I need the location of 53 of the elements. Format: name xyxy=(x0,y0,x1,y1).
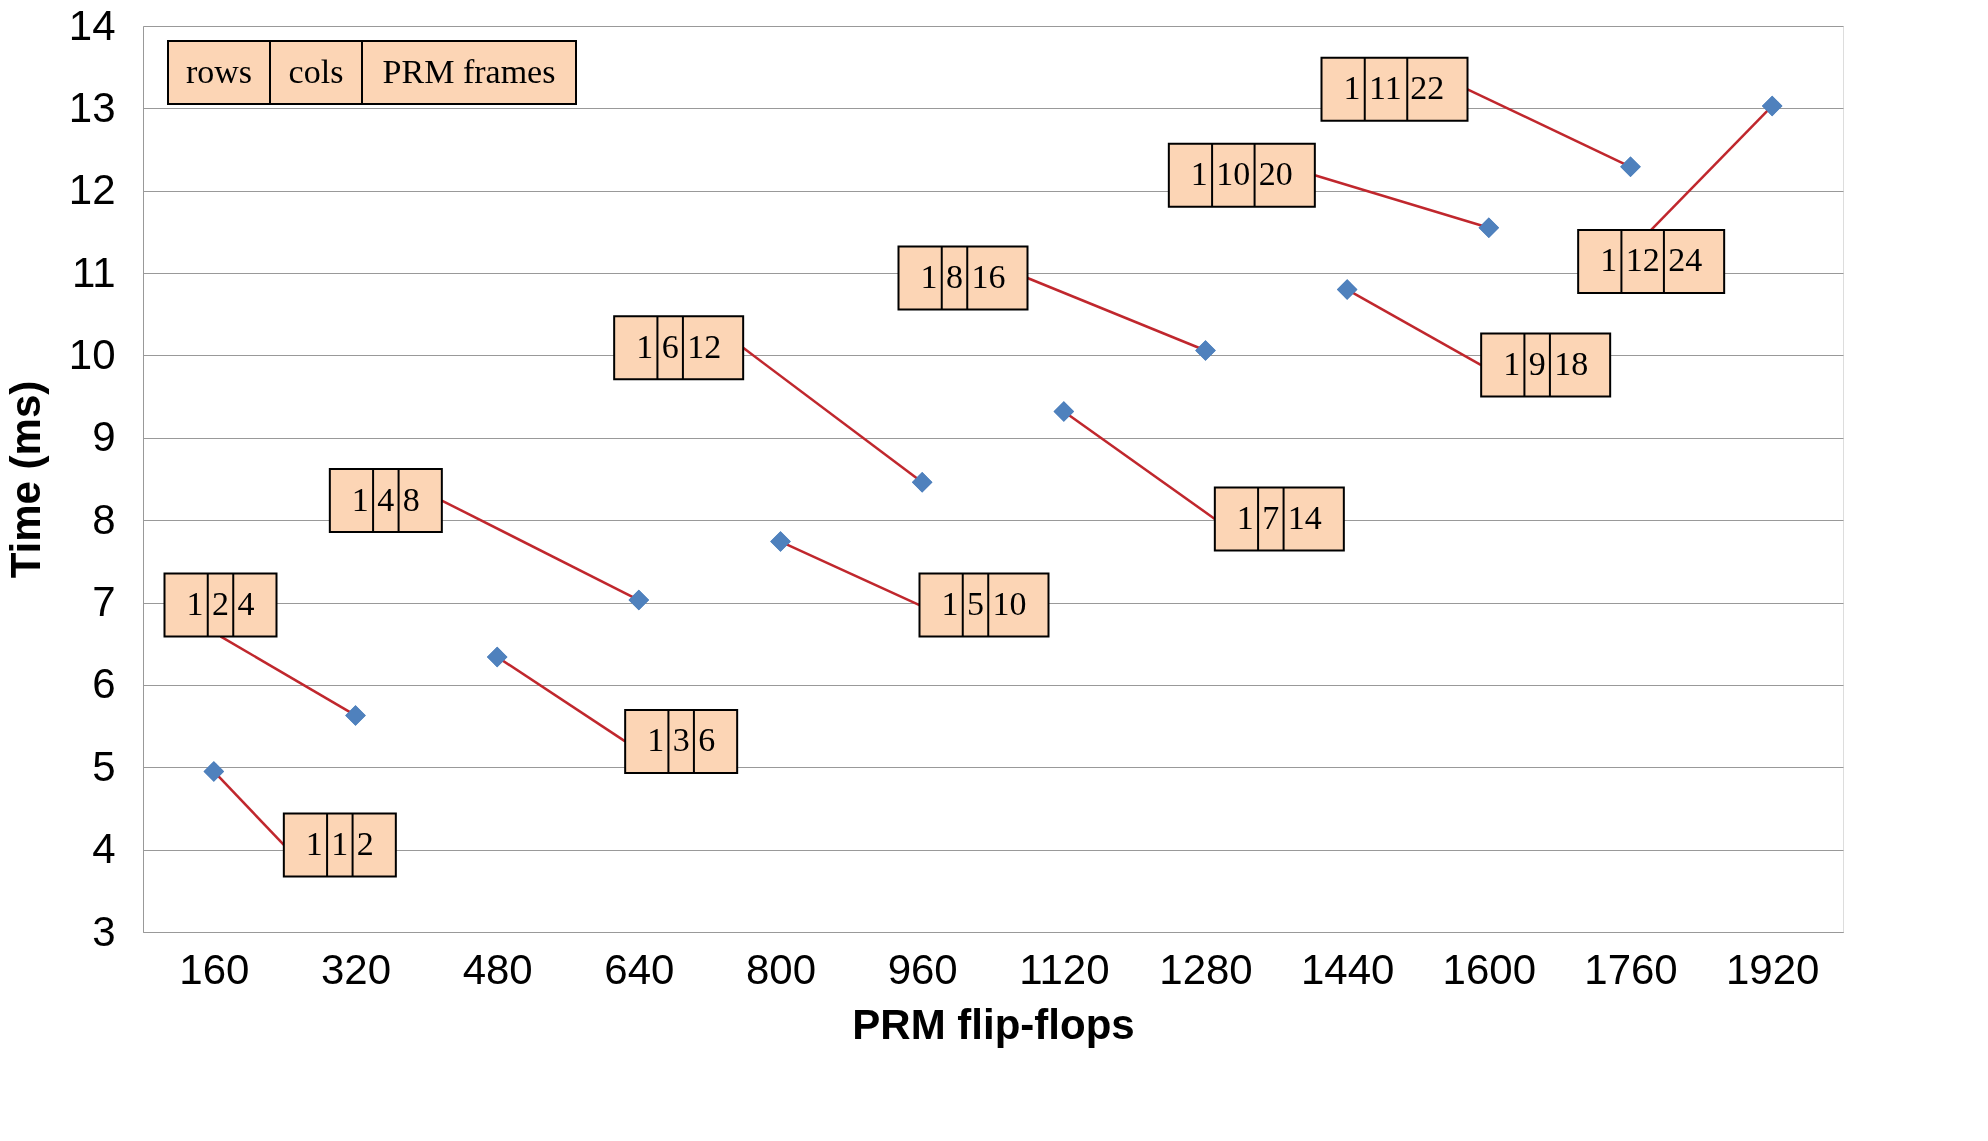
y-tick-label: 14 xyxy=(68,1,116,49)
annotation: 1 4 8 xyxy=(351,480,420,518)
annotation: 1 8 16 xyxy=(920,258,1006,296)
y-tick-label: 3 xyxy=(92,907,116,955)
x-tick-label: 480 xyxy=(462,945,533,993)
point xyxy=(1336,279,1358,300)
x-tick-label: 1120 xyxy=(1019,945,1110,993)
x-tick-label: 640 xyxy=(604,945,675,993)
point xyxy=(1761,95,1783,117)
x-axis-title: PRM flip-flops xyxy=(852,1000,1135,1048)
point xyxy=(1195,340,1216,361)
annotation: 1 12 24 xyxy=(1600,241,1703,279)
x-tick-label: 320 xyxy=(320,945,392,993)
y-tick-label: 7 xyxy=(92,578,116,626)
point xyxy=(203,761,225,782)
x-tick-label: 800 xyxy=(745,945,817,993)
y-tick-label: 13 xyxy=(68,83,116,131)
annotation: 1 9 18 xyxy=(1503,345,1589,383)
x-tick-label: 1760 xyxy=(1584,945,1678,993)
x-tick-label: 1600 xyxy=(1442,945,1537,993)
point xyxy=(628,589,650,611)
y-tick-label: 8 xyxy=(92,495,116,543)
point xyxy=(1620,156,1641,178)
point xyxy=(345,705,366,726)
annotation: 1 5 10 xyxy=(941,585,1027,623)
point xyxy=(770,531,791,552)
y-tick-label: 12 xyxy=(68,166,116,214)
annotation: 1 6 12 xyxy=(636,327,722,365)
annotation: 1 1 2 xyxy=(305,824,374,862)
annotation: 1 10 20 xyxy=(1190,155,1293,193)
annotation: PRM frames xyxy=(382,52,556,90)
annotation: 1 2 4 xyxy=(186,584,255,622)
x-tick-label: 1920 xyxy=(1725,945,1820,993)
y-tick-label: 6 xyxy=(92,660,116,708)
y-axis-title: Time (ms) xyxy=(1,380,49,579)
point xyxy=(911,472,933,493)
annotation: 1 3 6 xyxy=(647,721,716,759)
y-tick-label: 10 xyxy=(68,330,116,378)
annotation: 1 11 22 xyxy=(1343,69,1445,107)
x-tick-label: 960 xyxy=(887,945,958,993)
x-tick-label: 1280 xyxy=(1159,945,1253,993)
y-tick-label: 4 xyxy=(92,825,116,873)
point xyxy=(1053,401,1075,422)
annotation: 1 7 14 xyxy=(1236,498,1322,536)
point xyxy=(1478,217,1500,239)
y-tick-label: 11 xyxy=(71,248,116,296)
annotation: cols xyxy=(288,52,344,90)
y-tick-label: 9 xyxy=(92,413,116,461)
x-tick-label: 160 xyxy=(179,945,250,993)
point xyxy=(486,646,508,668)
y-tick-label: 5 xyxy=(92,742,116,790)
x-tick-label: 1440 xyxy=(1300,945,1395,993)
annotation: rows xyxy=(185,52,253,90)
